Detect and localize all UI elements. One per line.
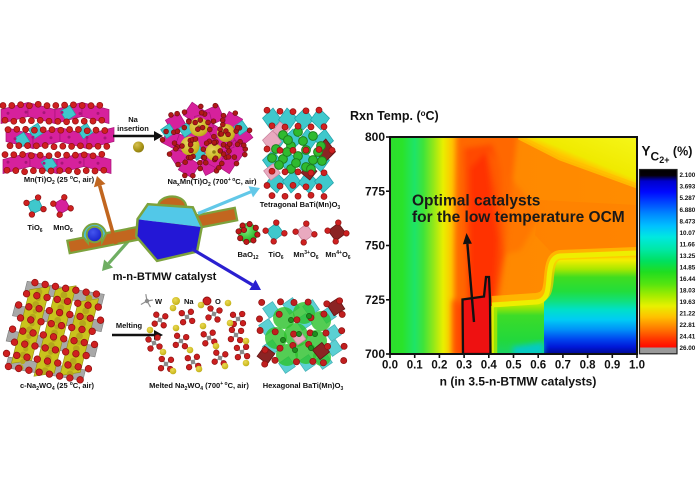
svg-text:W: W: [155, 297, 163, 306]
svg-text:Mn4+O6: Mn4+O6: [325, 250, 350, 261]
svg-text:Na: Na: [184, 297, 194, 306]
svg-text:MnO6: MnO6: [53, 223, 73, 234]
svg-text:insertion: insertion: [117, 124, 149, 133]
svg-text:700: 700: [365, 347, 385, 361]
svg-text:2.100: 2.100: [680, 172, 696, 179]
svg-text:0.7: 0.7: [555, 360, 571, 372]
svg-text:Melting: Melting: [116, 321, 143, 330]
svg-text:Optimal catalysts: Optimal catalysts: [412, 193, 540, 210]
svg-text:3.693: 3.693: [680, 184, 696, 191]
svg-text:TiO6: TiO6: [268, 250, 283, 261]
svg-text:Tetragonal BaTi(Mn)O3: Tetragonal BaTi(Mn)O3: [260, 200, 341, 211]
svg-text:1.0: 1.0: [629, 360, 645, 372]
svg-text:Rxn Temp. (oC): Rxn Temp. (oC): [350, 109, 439, 123]
svg-text:16.44: 16.44: [680, 276, 696, 283]
svg-text:Hexagonal BaTi(Mn)O3: Hexagonal BaTi(Mn)O3: [263, 381, 344, 392]
svg-text:10.07: 10.07: [680, 230, 696, 237]
svg-text:8.473: 8.473: [680, 218, 696, 225]
svg-text:19.63: 19.63: [680, 299, 696, 306]
svg-text:0.2: 0.2: [431, 360, 447, 372]
svg-text:0.4: 0.4: [481, 360, 498, 372]
svg-text:BaO12: BaO12: [238, 250, 259, 261]
svg-text:Melted Na2WO4 (700+ oC, air): Melted Na2WO4 (700+ oC, air): [149, 381, 249, 392]
svg-text:n (in 3.5-n-BTMW catalysts): n (in 3.5-n-BTMW catalysts): [440, 375, 597, 389]
svg-text:0.0: 0.0: [382, 360, 398, 372]
svg-text:Mn3+O6: Mn3+O6: [293, 250, 318, 261]
svg-text:5.287: 5.287: [680, 195, 696, 202]
svg-text:775: 775: [365, 184, 385, 198]
svg-text:TiO6: TiO6: [27, 223, 42, 234]
svg-text:c-Na2WO4 (25 oC, air): c-Na2WO4 (25 oC, air): [20, 381, 95, 392]
svg-text:0.1: 0.1: [407, 360, 424, 372]
svg-text:750: 750: [365, 239, 385, 253]
svg-text:0.8: 0.8: [580, 360, 597, 372]
svg-text:for the low temperature OCM: for the low temperature OCM: [412, 209, 625, 226]
svg-text:m-n-BTMW catalyst: m-n-BTMW catalyst: [113, 271, 217, 283]
svg-text:24.41: 24.41: [680, 334, 696, 341]
svg-text:0.3: 0.3: [456, 360, 472, 372]
svg-text:O: O: [215, 297, 221, 306]
svg-text:14.85: 14.85: [680, 264, 696, 271]
svg-text:NaxMn(Ti)O2 (700+ oC, air): NaxMn(Ti)O2 (700+ oC, air): [167, 177, 257, 188]
svg-text:0.9: 0.9: [604, 360, 620, 372]
svg-text:725: 725: [365, 293, 385, 307]
svg-text:26.00: 26.00: [680, 345, 696, 352]
svg-text:21.22: 21.22: [680, 310, 696, 317]
svg-text:0.5: 0.5: [506, 360, 523, 372]
svg-text:0.6: 0.6: [530, 360, 546, 372]
svg-text:800: 800: [365, 130, 385, 144]
svg-text:Mn(Ti)O2 (25 oC, air): Mn(Ti)O2 (25 oC, air): [24, 175, 95, 186]
svg-text:6.880: 6.880: [680, 207, 696, 214]
svg-text:22.81: 22.81: [680, 322, 696, 329]
svg-text:18.03: 18.03: [680, 287, 696, 294]
svg-text:13.25: 13.25: [680, 253, 696, 260]
svg-text:Na: Na: [128, 115, 138, 124]
svg-text:11.66: 11.66: [680, 241, 696, 248]
